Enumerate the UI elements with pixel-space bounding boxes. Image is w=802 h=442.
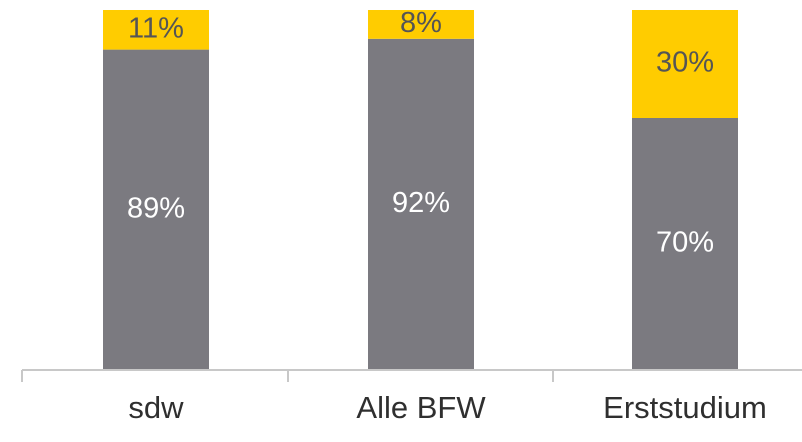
bar-erststudium-top: [632, 10, 738, 118]
bar-erststudium-base: [632, 118, 738, 370]
data-label-sdw-base: 89%: [127, 192, 185, 224]
data-label-erststudium-base: 70%: [656, 227, 714, 259]
category-label-alle-bfw: Alle BFW: [356, 390, 486, 425]
data-label-erststudium-top: 30%: [656, 47, 714, 79]
category-label-erststudium: Erststudium: [603, 390, 767, 425]
data-label-alle-bfw-top: 8%: [400, 7, 442, 39]
bar-alle-bfw-top: [368, 10, 474, 39]
data-label-alle-bfw-base: 92%: [392, 187, 450, 219]
bars-layer: [103, 10, 738, 371]
data-labels-layer: 89% 11% 92% 8% 70% 30%: [127, 7, 714, 259]
x-axis: [21, 369, 802, 382]
bar-sdw-base: [103, 49, 209, 370]
category-label-sdw: sdw: [128, 390, 184, 425]
data-label-sdw-top: 11%: [128, 12, 184, 44]
bar-sdw-top: [103, 10, 209, 50]
bar-alle-bfw-base: [368, 38, 474, 371]
category-labels-layer: sdw Alle BFW Erststudium: [128, 390, 766, 425]
